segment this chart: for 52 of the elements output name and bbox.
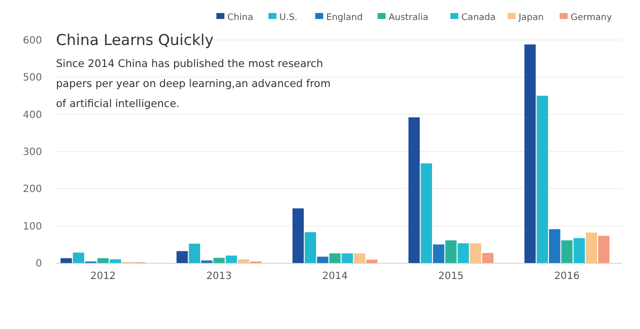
bar: [470, 243, 482, 263]
bar: [548, 229, 560, 263]
legend-label: Canada: [461, 13, 496, 23]
bar: [366, 260, 378, 263]
bar: [110, 259, 122, 263]
x-tick-label: 2014: [322, 271, 348, 282]
bar: [188, 244, 200, 263]
bar: [598, 236, 610, 263]
text: Since 2014 China has published the most research papers per year on deep learning,an advanced from of artificial intelligence.: [56, 58, 331, 110]
bar: [458, 243, 469, 263]
y-tick-label: 0: [36, 258, 42, 270]
bar: [420, 163, 432, 263]
legend-label: Germany: [570, 13, 613, 23]
bar: [72, 252, 84, 263]
bar: [482, 252, 494, 263]
bar: [445, 240, 457, 263]
x-tick-label: 2012: [90, 271, 116, 282]
y-tick-label: 200: [22, 184, 42, 196]
legend-label: England: [326, 13, 363, 23]
bar: [561, 240, 573, 263]
chart-title: China Learns Quickly: [56, 31, 214, 49]
bar: [97, 258, 109, 263]
bar: [433, 244, 444, 263]
bar: [226, 256, 237, 263]
bar: [213, 258, 225, 263]
x-tick-label: 2013: [206, 271, 232, 282]
bar: [354, 253, 366, 263]
legend-label: China: [227, 13, 254, 23]
bar: [524, 44, 536, 263]
bar: [317, 256, 328, 263]
y-tick-label: 500: [22, 72, 42, 84]
bar: [238, 259, 250, 263]
bar: [304, 232, 316, 263]
bar: [586, 232, 598, 263]
legend-label: U.S.: [279, 13, 298, 23]
x-tick-label: 2016: [554, 271, 580, 282]
bar: [329, 253, 341, 263]
x-tick-label: 2015: [438, 271, 464, 282]
bar: [536, 96, 548, 263]
legend-label: Australia: [388, 13, 428, 23]
y-tick-label: 400: [22, 110, 42, 121]
y-tick-label: 300: [22, 147, 42, 158]
y-tick-label: 100: [22, 221, 42, 232]
bar: [176, 251, 188, 263]
bar: [342, 253, 353, 263]
bar: [292, 208, 304, 263]
bar: [60, 258, 72, 263]
legend-label: Japan: [518, 13, 544, 23]
bar: [574, 238, 585, 263]
y-tick-label: 600: [22, 36, 42, 46]
bar: [201, 260, 212, 263]
bar: [408, 117, 420, 263]
